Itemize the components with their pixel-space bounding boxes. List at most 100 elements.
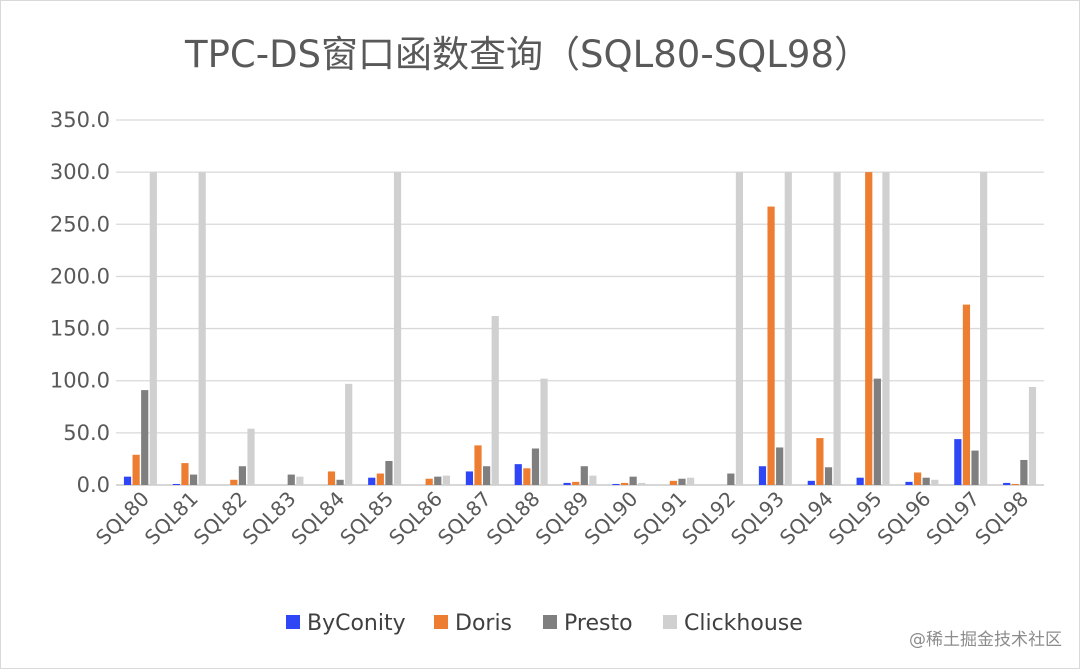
bar-byconity-sql93 xyxy=(758,466,767,485)
bar-byconity-sql97 xyxy=(954,439,962,485)
bar-presto-sql87 xyxy=(483,466,491,485)
x-tick-label: SQL82 xyxy=(189,487,252,550)
legend-swatch-presto xyxy=(543,615,557,629)
legend: ByConity Doris Presto Clickhouse xyxy=(286,611,803,636)
bar-doris-sql80 xyxy=(132,454,140,485)
bars xyxy=(123,172,1037,485)
x-tick-label: SQL92 xyxy=(677,487,740,550)
bar-doris-sql93 xyxy=(767,206,775,485)
bar-presto-sql89 xyxy=(580,466,588,485)
bar-presto-sql95 xyxy=(873,378,881,485)
x-tick-label: SQL84 xyxy=(286,487,349,550)
legend-swatch-clickhouse xyxy=(663,615,677,629)
bar-doris-sql88 xyxy=(523,468,531,485)
bar-doris-sql94 xyxy=(816,438,824,485)
watermark: @稀土掘金技术社区 xyxy=(909,630,1062,650)
legend-label-clickhouse: Clickhouse xyxy=(684,611,803,636)
bar-byconity-sql85 xyxy=(368,477,376,485)
legend-label-presto: Presto xyxy=(564,611,633,636)
bar-clickhouse-sql92 xyxy=(735,172,744,485)
bar-presto-sql83 xyxy=(287,474,295,485)
bar-doris-sql95 xyxy=(865,172,873,485)
bar-clickhouse-sql87 xyxy=(491,316,499,485)
y-tick-label: 100.0 xyxy=(50,369,110,393)
bar-presto-sql82 xyxy=(238,466,247,485)
x-tick-label: SQL83 xyxy=(238,487,301,550)
bar-doris-sql98 xyxy=(1011,483,1019,485)
legend-label-byconity: ByConity xyxy=(307,611,406,636)
y-tick-label: 350.0 xyxy=(50,108,110,132)
bar-clickhouse-sql89 xyxy=(589,475,597,485)
bar-clickhouse-sql81 xyxy=(198,172,206,485)
bar-clickhouse-sql95 xyxy=(882,172,890,485)
chart-title: TPC-DS窗口函数查询（SQL80-SQL98） xyxy=(184,33,871,76)
bar-presto-sql86 xyxy=(434,476,442,485)
bar-byconity-sql89 xyxy=(563,482,571,485)
bar-clickhouse-sql97 xyxy=(980,172,988,485)
y-tick-label: 50.0 xyxy=(63,421,110,445)
y-tick-label: 200.0 xyxy=(50,264,110,288)
bar-clickhouse-sql86 xyxy=(442,475,450,485)
bar-byconity-sql90 xyxy=(612,483,620,485)
bar-doris-sql97 xyxy=(962,304,971,485)
x-tick-label: SQL86 xyxy=(384,487,447,550)
bar-presto-sql85 xyxy=(385,461,393,485)
x-tick-label: SQL89 xyxy=(531,487,594,550)
x-tick-label: SQL96 xyxy=(872,487,935,550)
bar-byconity-sql96 xyxy=(905,481,913,485)
x-tick-label: SQL87 xyxy=(433,487,496,550)
x-tick-label: SQL98 xyxy=(970,487,1033,550)
bar-presto-sql98 xyxy=(1020,459,1028,485)
x-tick-label: SQL81 xyxy=(140,487,203,550)
bar-clickhouse-sql98 xyxy=(1028,386,1037,485)
bar-byconity-sql94 xyxy=(807,480,815,485)
x-axis-labels: SQL80SQL81SQL82SQL83SQL84SQL85SQL86SQL87… xyxy=(91,487,1033,550)
bar-presto-sql94 xyxy=(824,467,833,485)
bar-doris-sql87 xyxy=(474,445,482,485)
y-tick-label: 150.0 xyxy=(50,317,110,341)
legend-label-doris: Doris xyxy=(455,611,512,636)
x-tick-label: SQL93 xyxy=(726,487,789,550)
bar-byconity-sql95 xyxy=(856,477,864,485)
bar-clickhouse-sql83 xyxy=(296,476,304,485)
bar-presto-sql81 xyxy=(189,474,198,485)
bar-clickhouse-sql84 xyxy=(345,383,353,485)
x-tick-label: SQL88 xyxy=(482,487,545,550)
bar-clickhouse-sql90 xyxy=(638,482,646,485)
x-tick-label: SQL91 xyxy=(628,487,691,550)
bar-clickhouse-sql94 xyxy=(833,172,841,485)
bar-clickhouse-sql82 xyxy=(247,428,255,485)
bar-doris-sql81 xyxy=(181,463,189,485)
bar-doris-sql96 xyxy=(913,472,922,485)
bar-clickhouse-sql96 xyxy=(931,479,939,485)
bar-doris-sql90 xyxy=(620,482,629,485)
bar-byconity-sql98 xyxy=(1003,482,1011,485)
bar-byconity-sql80 xyxy=(123,476,132,485)
bar-presto-sql92 xyxy=(727,473,735,485)
bar-presto-sql90 xyxy=(629,476,637,485)
bar-presto-sql88 xyxy=(531,448,540,485)
bar-doris-sql85 xyxy=(376,473,384,485)
bar-doris-sql91 xyxy=(669,480,677,485)
gridlines xyxy=(116,119,1044,486)
bar-presto-sql97 xyxy=(971,450,979,485)
bar-byconity-sql88 xyxy=(514,464,522,485)
bar-presto-sql96 xyxy=(922,477,930,485)
bar-doris-sql89 xyxy=(572,481,580,485)
bar-clickhouse-sql91 xyxy=(686,477,695,485)
bar-doris-sql84 xyxy=(327,471,336,485)
bar-clickhouse-sql93 xyxy=(784,172,792,485)
bar-byconity-sql87 xyxy=(465,471,474,485)
bar-clickhouse-sql80 xyxy=(149,172,157,485)
bar-clickhouse-sql88 xyxy=(540,378,548,485)
y-tick-label: 250.0 xyxy=(50,212,110,236)
bar-presto-sql91 xyxy=(678,478,686,485)
bar-doris-sql82 xyxy=(230,479,238,485)
y-axis-ticks: 0.0 50.0 100.0 150.0 200.0 250.0 300.0 350.0 xyxy=(50,108,110,497)
x-tick-label: SQL94 xyxy=(775,487,838,550)
y-tick-label: 0.0 xyxy=(77,473,110,497)
bar-presto-sql84 xyxy=(336,479,344,485)
y-tick-label: 300.0 xyxy=(50,160,110,184)
